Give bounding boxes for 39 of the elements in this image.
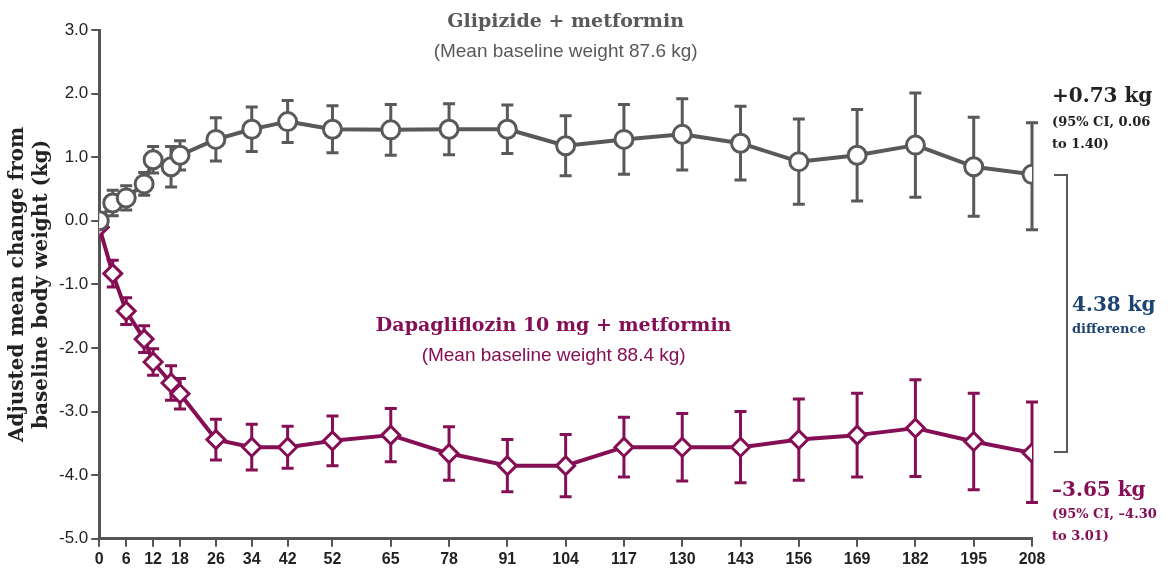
x-tick-label: 182 bbox=[902, 549, 929, 567]
annotation: (Mean baseline weight 87.6 kg) bbox=[433, 40, 698, 62]
x-tick-label: 18 bbox=[171, 549, 190, 567]
x-tick-label: 26 bbox=[206, 549, 225, 567]
x-tick-label: 104 bbox=[552, 549, 580, 567]
x-tick-label: 65 bbox=[381, 549, 400, 567]
y-tick-label: -1.0 bbox=[59, 274, 89, 294]
y-tick-label: 0.0 bbox=[64, 210, 89, 230]
x-tick-label: 156 bbox=[785, 549, 813, 567]
x-tick-label: 12 bbox=[144, 549, 163, 567]
y-axis-title: Adjusted mean change from baseline body weight (kg) bbox=[4, 126, 53, 444]
x-tick-label: 78 bbox=[440, 549, 459, 567]
x-tick-label: 91 bbox=[498, 549, 517, 567]
y-tick-label: -2.0 bbox=[59, 337, 89, 357]
y-tick-label: 2.0 bbox=[64, 83, 89, 103]
x-tick-label: 169 bbox=[843, 549, 871, 567]
x-tick-label: 143 bbox=[727, 549, 754, 567]
y-tick-label: -3.0 bbox=[59, 401, 89, 421]
x-tick-label: 52 bbox=[323, 549, 342, 567]
y-tick-label: -4.0 bbox=[59, 464, 89, 484]
x-tick-label: 208 bbox=[1018, 549, 1046, 567]
text: 4.38 kg difference bbox=[1072, 291, 1156, 337]
y-tick-label: -5.0 bbox=[59, 528, 89, 548]
x-tick-label: 0 bbox=[94, 549, 104, 567]
annotation: (Mean baseline weight 88.4 kg) bbox=[421, 343, 686, 365]
x-tick-label: 195 bbox=[960, 549, 988, 567]
x-tick-label: 117 bbox=[611, 549, 637, 567]
text: Dapagliflozin 10 mg + metformin bbox=[375, 312, 732, 335]
text: +0.73 kg bbox=[1052, 82, 1153, 107]
x-tick-label: 34 bbox=[242, 549, 261, 567]
x-tick-label: 42 bbox=[278, 549, 297, 567]
y-tick-label: 3.0 bbox=[64, 19, 89, 39]
text: –3.65 kg bbox=[1052, 477, 1146, 502]
y-tick-label: 1.0 bbox=[64, 146, 89, 166]
x-tick-label: 130 bbox=[668, 549, 696, 567]
text: (95% CI, 0.06 to 1.40) bbox=[1052, 113, 1151, 151]
text: (95% CI, –4.30 to 3.01) bbox=[1052, 506, 1157, 544]
x-tick-label: 6 bbox=[121, 549, 131, 567]
text: Glipizide + metformin bbox=[447, 8, 685, 31]
